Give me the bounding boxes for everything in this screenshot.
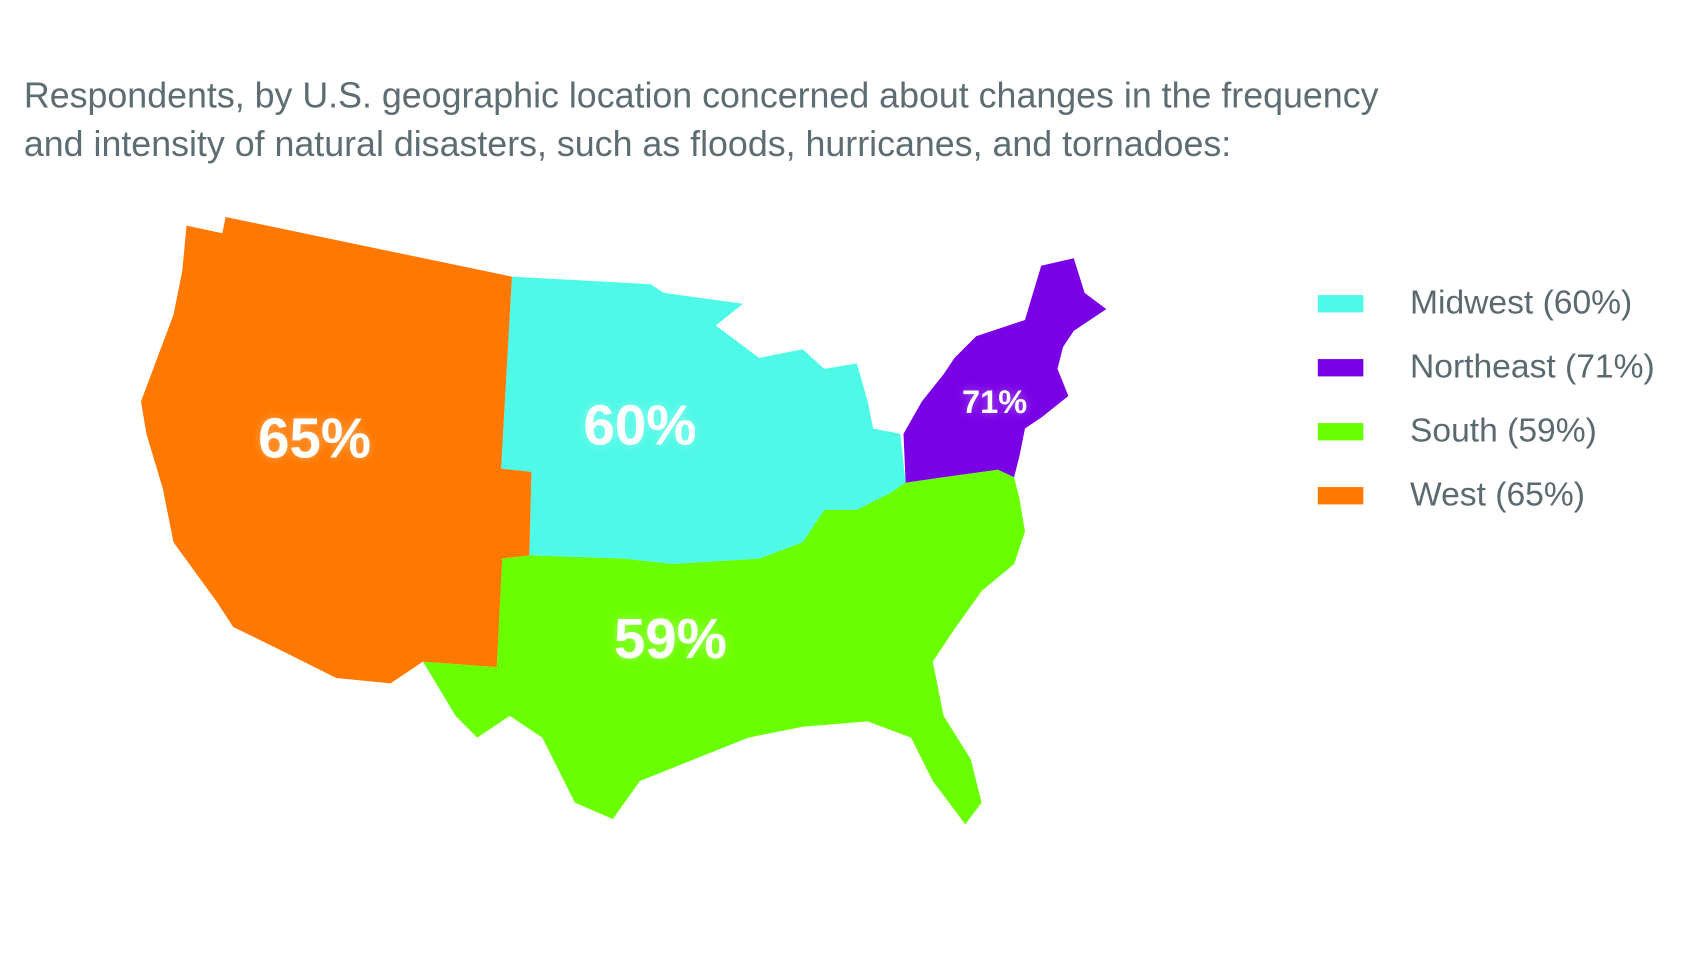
legend-swatch bbox=[1317, 359, 1364, 377]
legend-label: South (59%) bbox=[1410, 413, 1597, 450]
map-labels: 60% 71% 59% 65% bbox=[258, 384, 1027, 670]
region-value-label: 59% bbox=[614, 607, 727, 670]
region-value-label: 60% bbox=[583, 393, 696, 456]
region bbox=[423, 469, 1025, 825]
region-value-label: 65% bbox=[258, 406, 371, 469]
chart-title: and intensity of natural disasters, such… bbox=[24, 124, 1231, 164]
region bbox=[141, 216, 532, 684]
legend: Midwest (60%) Northeast (71%) South (59%) W… bbox=[1317, 285, 1655, 514]
legend-label: Midwest (60%) bbox=[1410, 285, 1632, 322]
map bbox=[141, 216, 1107, 825]
legend-label: West (65%) bbox=[1410, 477, 1585, 514]
region bbox=[501, 276, 906, 565]
legend-label: Northeast (71%) bbox=[1410, 349, 1655, 386]
region bbox=[903, 258, 1107, 483]
legend-swatch bbox=[1317, 295, 1364, 313]
chart-title: Respondents, by U.S. geographic location… bbox=[24, 75, 1379, 115]
legend-swatch bbox=[1317, 487, 1364, 505]
region-value-label: 71% bbox=[962, 384, 1027, 420]
legend-swatch bbox=[1317, 423, 1364, 441]
